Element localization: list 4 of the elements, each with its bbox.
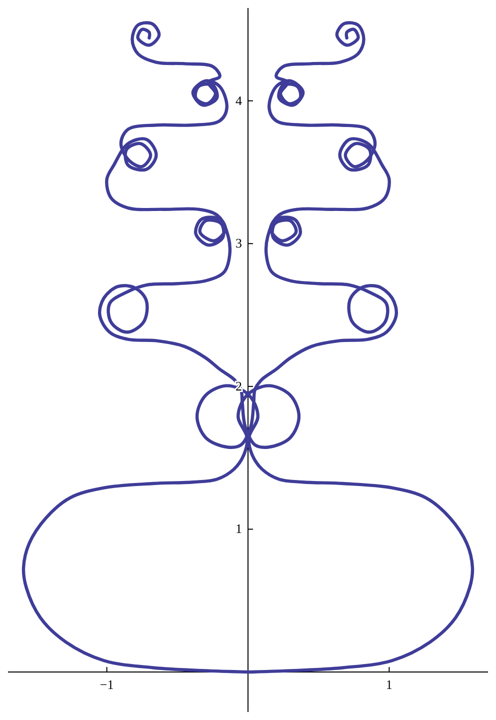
y-tick-label: 3 <box>236 236 242 251</box>
y-tick-label: 4 <box>236 92 242 108</box>
x-tick-label: −1 <box>100 677 114 692</box>
y-tick-label: 1 <box>236 521 242 536</box>
